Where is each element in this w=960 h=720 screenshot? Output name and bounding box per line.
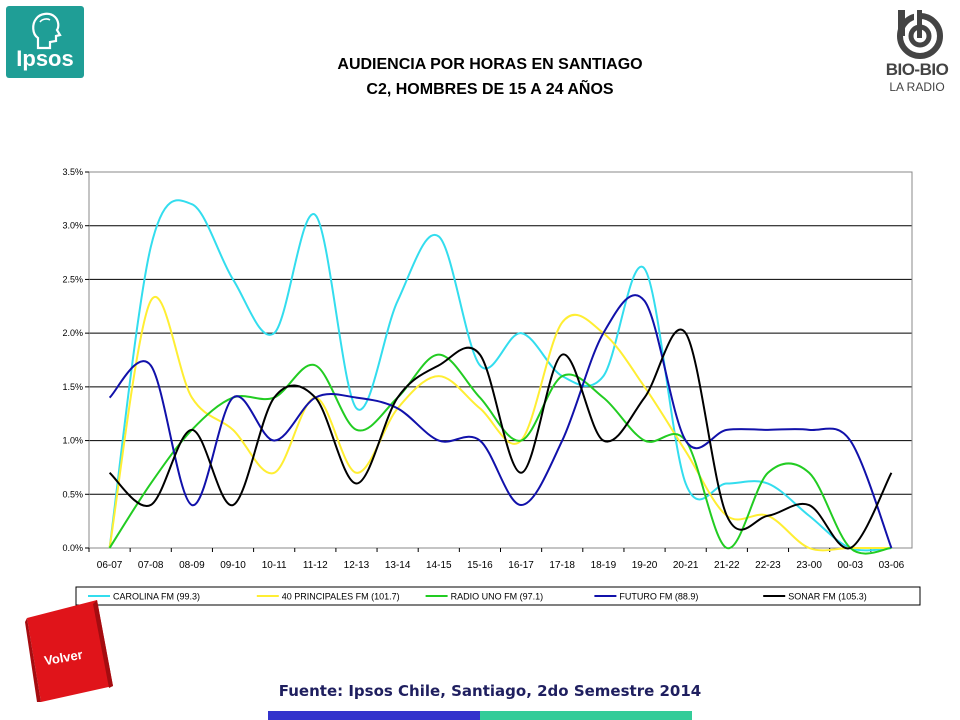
legend-entries: CAROLINA FM (99.3) 40 PRINCIPALES FM (101… xyxy=(88,592,867,602)
x-tick-label: 11-12 xyxy=(303,560,328,571)
x-tick-label: 20-21 xyxy=(673,560,699,571)
x-tick-label: 03-06 xyxy=(879,560,905,571)
x-tick-label: 06-07 xyxy=(97,560,123,571)
biobio-logo-text: BIO-BIO xyxy=(885,60,949,79)
x-tick-label: 23-00 xyxy=(796,560,822,571)
x-tick-label: 07-08 xyxy=(138,560,164,571)
series-line-1 xyxy=(108,199,892,552)
y-tick-label: 2.5% xyxy=(62,274,83,284)
x-tick-label: 18-19 xyxy=(591,560,617,571)
x-tick-label: 12-13 xyxy=(344,560,370,571)
x-tick-label: 19-20 xyxy=(632,560,658,571)
volver-button[interactable] xyxy=(25,598,115,703)
series-line-5 xyxy=(108,328,893,550)
ipsos-logo: Ipsos xyxy=(6,6,84,78)
y-tick-label: 1.5% xyxy=(62,382,83,392)
x-tick-label: 17-18 xyxy=(549,560,575,571)
y-axis: 0.0% 0.5% 1.0% 1.5% 2.0% 2.5% 3.0% 3.5% xyxy=(62,167,89,553)
legend xyxy=(75,586,921,606)
legend-label: SONAR FM (105.3) xyxy=(788,592,867,602)
footer-bar-blue xyxy=(268,711,480,720)
legend-label: FUTURO FM (88.9) xyxy=(619,592,698,602)
legend-label: CAROLINA FM (99.3) xyxy=(113,592,200,602)
x-tick-label: 21-22 xyxy=(714,560,740,571)
y-tick-label: 2.0% xyxy=(62,328,83,338)
x-tick-label: 13-14 xyxy=(385,560,411,571)
x-tick-label: 15-16 xyxy=(467,560,493,571)
y-tick-label: 1.0% xyxy=(62,436,83,446)
y-tick-label: 0.5% xyxy=(62,489,83,499)
x-tick-label: 22-23 xyxy=(755,560,781,571)
x-tick-label: 14-15 xyxy=(426,560,452,571)
chart-title: AUDIENCIA POR HORAS EN SANTIAGO xyxy=(337,56,643,73)
chart-series xyxy=(108,199,893,555)
ipsos-head-icon xyxy=(32,12,62,50)
chart-grid xyxy=(89,171,912,495)
series-line-3 xyxy=(108,353,892,555)
x-axis: 06-07 07-08 08-09 09-10 10-11 11-12 12-13 13-14… xyxy=(88,548,905,571)
series-line-4 xyxy=(108,294,893,549)
y-tick-label: 3.5% xyxy=(62,167,83,177)
biobio-mark-icon xyxy=(897,10,943,59)
x-tick-label: 16-17 xyxy=(508,560,534,571)
x-tick-label: 09-10 xyxy=(220,560,246,571)
legend-label: RADIO UNO FM (97.1) xyxy=(451,592,544,602)
x-tick-label: 08-09 xyxy=(179,560,205,571)
y-tick-label: 3.0% xyxy=(62,221,83,231)
plot-area xyxy=(88,171,913,549)
y-tick-label: 0.0% xyxy=(62,543,83,553)
ipsos-logo-text: Ipsos xyxy=(16,46,74,71)
footer-bar-teal xyxy=(480,711,692,720)
biobio-logo: BIO-BIO LA RADIO xyxy=(882,8,952,100)
x-tick-label: 10-11 xyxy=(262,560,287,571)
biobio-logo-subtext: LA RADIO xyxy=(889,80,945,94)
series-line-2 xyxy=(108,296,892,552)
chart-subtitle: C2, HOMBRES DE 15 A 24 AÑOS xyxy=(366,81,614,98)
legend-label: 40 PRINCIPALES FM (101.7) xyxy=(282,592,400,602)
x-tick-label: 00-03 xyxy=(837,560,863,571)
source-note: Fuente: Ipsos Chile, Santiago, 2do Semes… xyxy=(278,682,702,700)
